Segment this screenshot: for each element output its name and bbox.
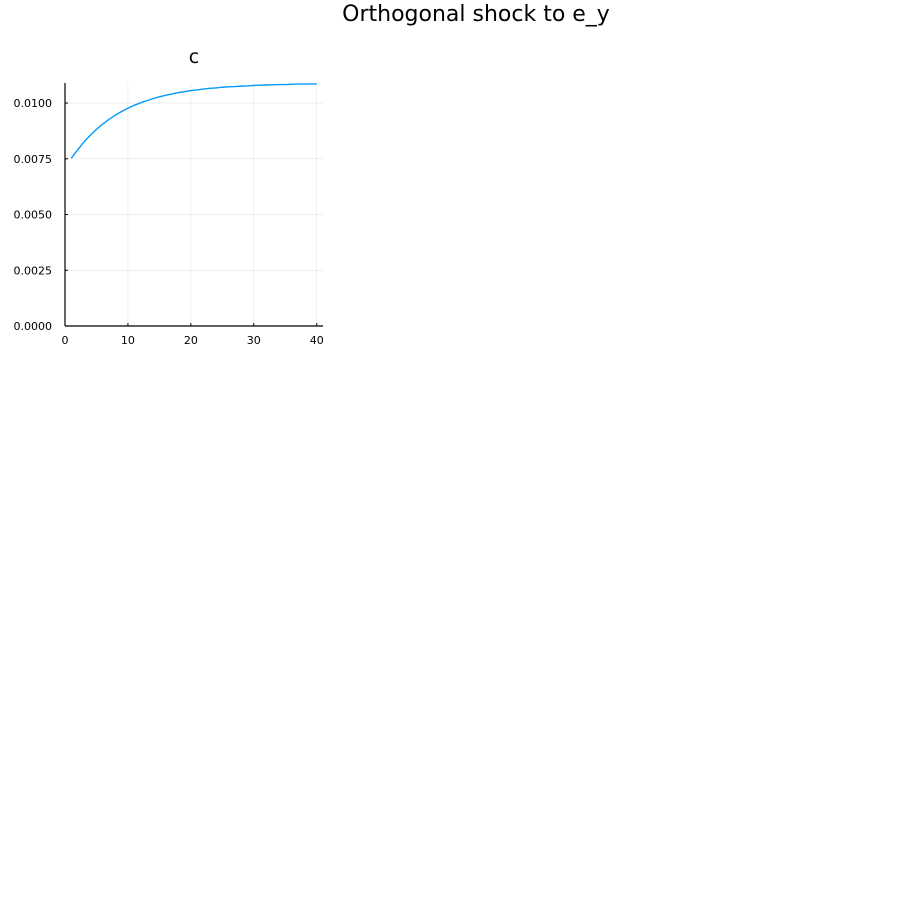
x-tick-label: 30 [247,334,261,347]
x-tick-labels: 0 10 20 30 40 [62,334,324,347]
y-tick-label: 0.0000 [14,320,53,333]
y-tick-label: 0.0050 [14,209,53,222]
series-line [70,83,317,159]
figure-title: Orthogonal shock to e_y [342,2,610,27]
x-tick-label: 40 [310,334,324,347]
tick-marks [64,102,318,327]
y-tick-label: 0.0025 [14,264,53,277]
x-tick-label: 0 [62,334,69,347]
x-tick-label: 10 [121,334,135,347]
series-layer [70,83,317,159]
subplot-title: c [189,46,199,68]
y-tick-label: 0.0100 [14,97,53,110]
axes [64,83,323,327]
y-tick-labels: 0.0000 0.0025 0.0050 0.0075 0.0100 [14,97,53,333]
y-tick-label: 0.0075 [14,153,53,166]
subplot-c: c 0 10 20 30 40 0.0000 0.0025 0.0050 0.0075 0.01… [14,46,324,347]
x-tick-label: 20 [184,334,198,347]
